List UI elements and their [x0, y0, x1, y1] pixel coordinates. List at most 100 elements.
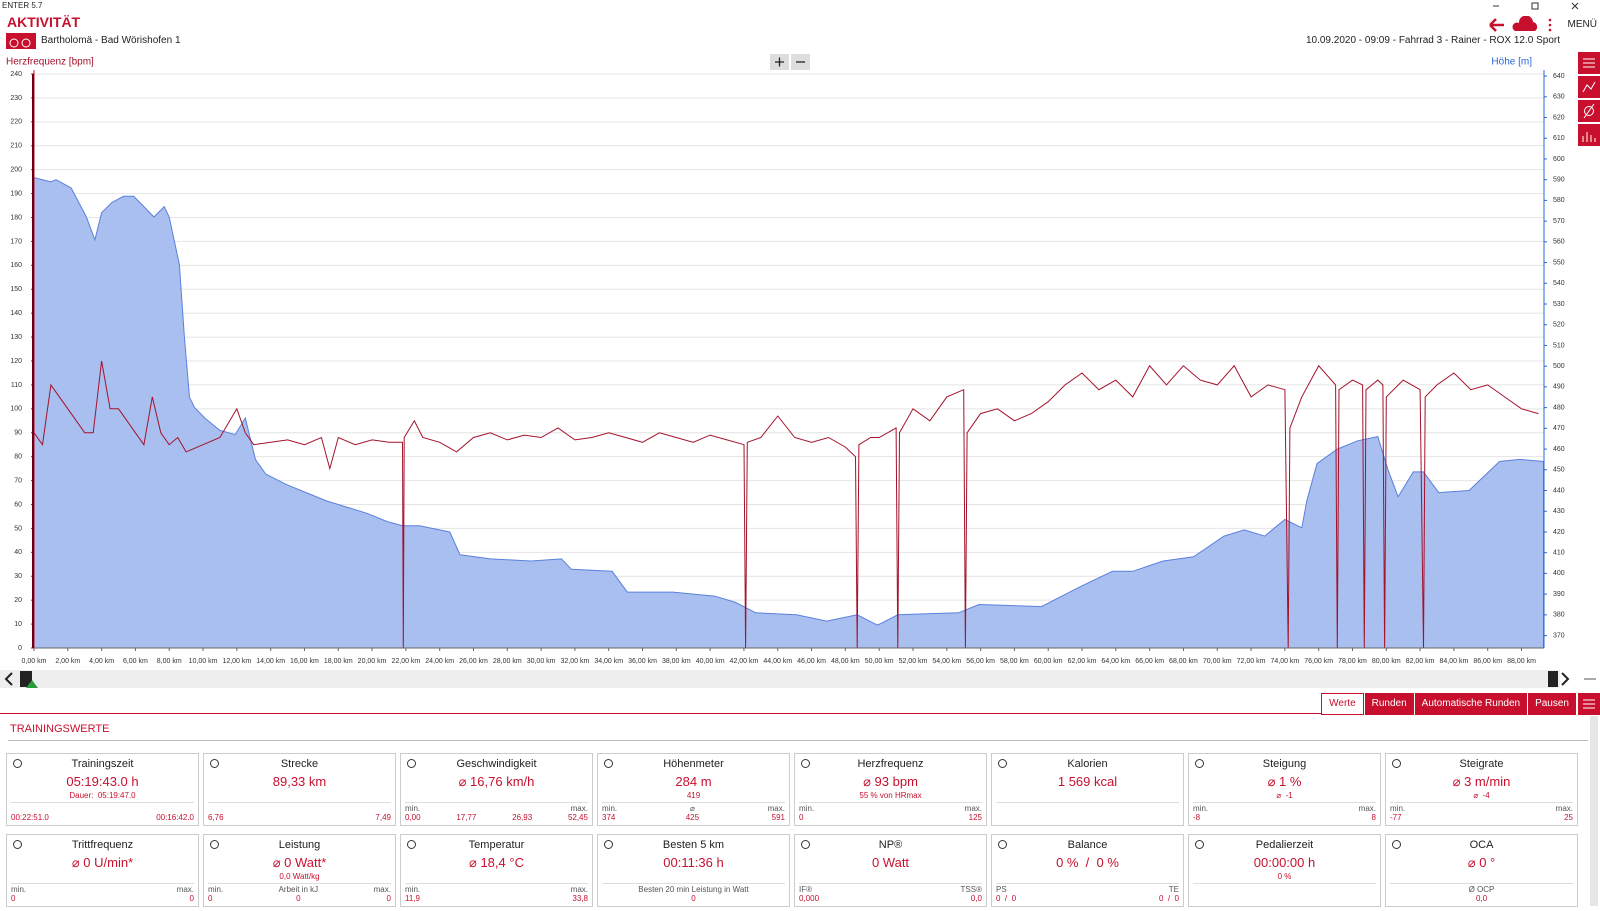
footer-label: max.: [570, 804, 588, 813]
tab[interactable]: Runden: [1363, 693, 1414, 715]
route-name: Bartholomä - Bad Wörishofen 1: [41, 35, 181, 46]
back-button[interactable]: [1489, 18, 1504, 32]
y2-tick-label: 400: [1553, 570, 1565, 577]
footer-value: 6,76: [208, 813, 224, 822]
card-value: ⌀ 0 °: [1467, 855, 1496, 870]
y2-tick-label: 430: [1553, 508, 1565, 515]
x-tick-label: 12,00 km: [222, 658, 251, 665]
footer-item: min. 0,00: [405, 804, 421, 822]
footer-item: 00:16:42.0: [156, 813, 194, 822]
footer-item: Ø OCP 0,0: [1469, 885, 1495, 903]
footer-item: TE 0 / 0: [1159, 885, 1179, 903]
footer-value: 11,9: [405, 894, 420, 903]
bike-icon: [6, 33, 36, 49]
y-tick-label: 90: [14, 430, 22, 437]
card-value: 0 Watt: [871, 855, 910, 870]
y-tick-label: 0: [18, 645, 22, 652]
card-title: OCA: [1469, 839, 1494, 851]
card-title: Leistung: [278, 839, 321, 851]
x-tick-label: 80,00 km: [1372, 658, 1401, 665]
footer-label: max.: [373, 885, 391, 894]
footer-value: 0: [691, 894, 696, 903]
card-title: NP®: [878, 839, 903, 851]
x-tick-label: 64,00 km: [1101, 658, 1130, 665]
card-footer: Ø OCP 0,0: [1390, 883, 1573, 903]
footer-item: max. 25: [1556, 804, 1573, 822]
x-tick-label: 52,00 km: [899, 658, 928, 665]
card-footer: 00:22:51.0 00:16:42.0: [11, 802, 194, 822]
x-tick-label: 28,00 km: [493, 658, 522, 665]
footer-item: 6,76: [208, 813, 224, 822]
tab[interactable]: Werte: [1321, 693, 1364, 715]
footer-value: 0: [799, 813, 804, 822]
footer-item: 00:22:51.0: [11, 813, 49, 822]
x-tick-label: 24,00 km: [425, 658, 454, 665]
footer-value: 374: [602, 813, 616, 822]
stat-card: Strecke 89,33 km 6,76 7,49: [203, 753, 396, 826]
stat-card: Temperatur ⌀ 18,4 °C min. 11,9 max. 33,8: [400, 834, 593, 907]
scroll-right[interactable]: [1561, 672, 1570, 686]
card-value: ⌀ 1 %: [1267, 774, 1302, 789]
cloud-button[interactable]: [1512, 16, 1538, 31]
footer-label: min.: [1390, 804, 1406, 813]
stat-card: Höhenmeter 284 m 419 min. 374 ⌀ 425 max. 591: [597, 753, 790, 826]
card-value: ⌀ 0 U/min*: [71, 855, 134, 870]
y-tick-label: 120: [10, 358, 22, 365]
y-tick-label: 190: [10, 190, 22, 197]
tab-list-button[interactable]: [1578, 693, 1600, 715]
range-end[interactable]: [1548, 671, 1558, 687]
card-value: ⌀ 16,76 km/h: [458, 774, 535, 789]
stat-card: Leistung ⌀ 0 Watt* 0,0 Watt/kg min. 0 Arbeit …: [203, 834, 396, 907]
tab[interactable]: Automatische Runden: [1413, 693, 1528, 715]
footer-value: 0,000: [799, 894, 820, 903]
card-icon: [13, 759, 22, 768]
footer-item: 26,93: [512, 813, 532, 822]
y-tick-label: 10: [14, 621, 22, 628]
app-name: ENTER 5.7: [2, 1, 43, 10]
card-footer: [996, 802, 1179, 822]
footer-value: 7,49: [375, 813, 391, 822]
card-icon: [998, 759, 1007, 768]
card-icon: [1195, 840, 1204, 849]
y2-tick-label: 590: [1553, 177, 1565, 184]
x-tick-label: 20,00 km: [358, 658, 387, 665]
x-tick-label: 74,00 km: [1270, 658, 1299, 665]
x-tick-label: 22,00 km: [391, 658, 420, 665]
chart: Herzfrequenz [bpm] Höhe [m] 0 10 20 30 40 50 60 7…: [6, 52, 1600, 665]
window-controls: [1493, 2, 1579, 10]
left-axis-title: Herzfrequenz [bpm]: [6, 57, 94, 68]
right-axis-title: Höhe [m]: [1491, 57, 1532, 68]
scroll-left[interactable]: [4, 672, 13, 686]
stat-card: OCA ⌀ 0 ° Ø OCP 0,0: [1385, 834, 1578, 907]
card-icon: [604, 840, 613, 849]
footer-label: ⌀: [689, 804, 695, 813]
footer-value: 00:22:51.0: [11, 813, 49, 822]
x-tick-label: 8,00 km: [157, 658, 182, 665]
x-tick-label: 62,00 km: [1068, 658, 1097, 665]
y2-tick-label: 380: [1553, 612, 1565, 619]
footer-value: -77: [1390, 813, 1402, 822]
card-value: ⌀ 93 bpm: [863, 774, 918, 789]
range-start[interactable]: [20, 671, 32, 687]
cards-scrollbar[interactable]: [1590, 716, 1598, 906]
histogram-button[interactable]: [1578, 124, 1600, 146]
footer-value: 0,0: [970, 894, 982, 903]
card-title: Kalorien: [1067, 758, 1108, 770]
card-title: Geschwindigkeit: [456, 758, 537, 770]
y2-tick-label: 460: [1553, 446, 1565, 453]
card-icon: [407, 759, 416, 768]
footer-value: 0: [296, 894, 301, 903]
y2-tick-label: 440: [1553, 487, 1565, 494]
tab[interactable]: Pausen: [1527, 693, 1576, 715]
close[interactable]: [1571, 2, 1579, 10]
card-subvalue: ⌀ -1: [1276, 791, 1293, 800]
x-tick-label: 18,00 km: [324, 658, 353, 665]
y-tick-label: 230: [10, 95, 22, 102]
menu-button[interactable]: MENÜ: [1567, 19, 1597, 30]
card-subvalue: 0,0 Watt/kg: [279, 872, 320, 881]
footer-item: max. 125: [965, 804, 982, 822]
footer-item: min. 374: [602, 804, 617, 822]
maximize[interactable]: [1531, 2, 1539, 10]
x-tick-label: 82,00 km: [1406, 658, 1435, 665]
